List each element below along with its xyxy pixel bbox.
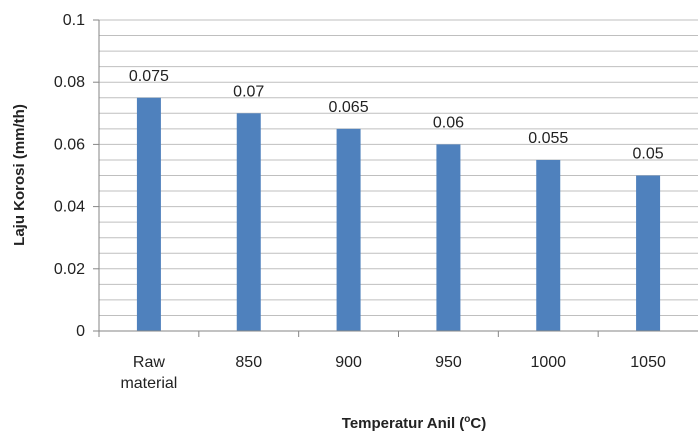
bar — [436, 144, 461, 331]
axes — [93, 19, 698, 337]
data-label: 0.065 — [329, 99, 369, 116]
bar — [636, 175, 661, 331]
data-label: 0.075 — [129, 68, 169, 85]
x-tick-label: 850 — [235, 354, 262, 371]
x-tick-label: 950 — [435, 354, 462, 371]
y-tick-label: 0.02 — [54, 261, 85, 278]
data-label: 0.06 — [433, 114, 464, 131]
bars — [136, 97, 661, 331]
data-label: 0.055 — [528, 130, 568, 147]
y-tick-label: 0.06 — [54, 136, 85, 153]
data-label: 0.07 — [233, 83, 264, 100]
y-tick-label: 0 — [76, 323, 85, 340]
data-labels: 0.075 0.07 0.065 0.06 0.055 0.05 — [129, 68, 664, 163]
y-tick-label: 0.04 — [54, 199, 85, 216]
data-label: 0.05 — [633, 146, 664, 163]
x-tick-label: 1000 — [530, 354, 566, 371]
x-tick-label: Raw material — [120, 354, 177, 392]
x-tick-label: 900 — [335, 354, 362, 371]
x-tick-label: 1050 — [630, 354, 666, 371]
grid-lines — [99, 19, 698, 316]
bar — [236, 113, 261, 331]
bar — [536, 159, 561, 331]
x-axis-title-main: Temperatur Anil ( — [342, 415, 465, 432]
y-tick-labels: 0 0.02 0.04 0.06 0.08 0.1 — [54, 12, 85, 340]
x-tick-labels: Raw material 850 900 950 1000 1050 — [120, 354, 666, 392]
y-axis-title: Laju Korosi (mm/th) — [11, 104, 28, 246]
bar — [136, 97, 161, 331]
y-tick-label: 0.08 — [54, 74, 85, 91]
bar — [336, 128, 361, 331]
x-axis-title-superscript: o — [464, 414, 470, 425]
x-axis-title: Temperatur Anil (oC) — [342, 414, 486, 432]
x-axis-title-unit: C) — [470, 415, 486, 432]
y-tick-label: 0.1 — [63, 12, 85, 29]
